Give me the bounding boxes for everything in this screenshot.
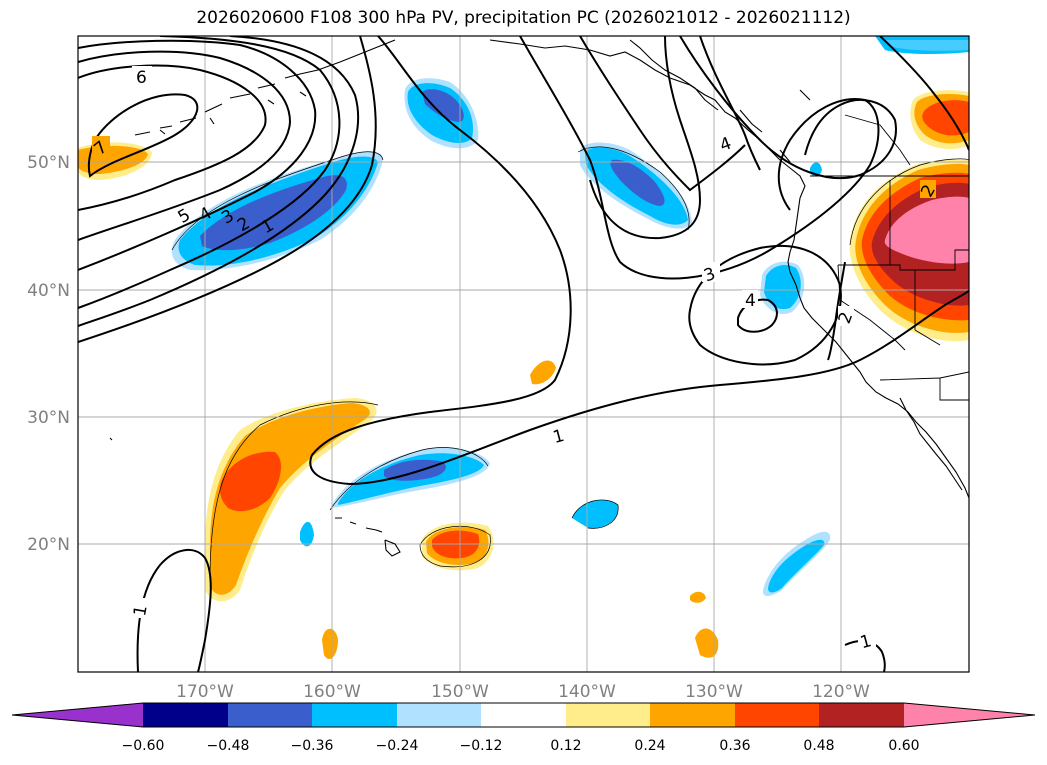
longitude-labels: 170°W 160°W 150°W 140°W 130°W 120°W <box>176 682 870 702</box>
contour-4-ridge <box>699 36 761 171</box>
contour-label: 1 <box>130 604 152 618</box>
colorbar-segment <box>143 703 228 727</box>
colorbar-tick: 0.12 <box>550 738 581 754</box>
colorbar-segment <box>397 703 481 727</box>
contour-label: 6 <box>136 68 147 88</box>
shading-outlines <box>171 146 969 581</box>
colorbar-max-extension <box>904 703 1035 727</box>
colorbar-segment <box>481 703 566 727</box>
map-frame <box>77 35 970 673</box>
coastlines <box>109 39 969 557</box>
lon-label-170w: 170°W <box>176 682 234 702</box>
colorbar-tick: 0.36 <box>719 738 750 754</box>
borders <box>810 114 969 401</box>
lat-label-40n: 40°N <box>27 281 70 301</box>
colorbar-tick: −0.48 <box>207 738 250 754</box>
contour-ridge-outer <box>519 36 880 280</box>
colorbar <box>11 702 1036 728</box>
contour-5 <box>78 50 292 241</box>
colorbar-segment <box>819 703 904 727</box>
contour-2 <box>78 36 359 327</box>
lat-label-20n: 20°N <box>27 535 70 555</box>
colorbar-tick: −0.24 <box>376 738 419 754</box>
colorbar-min-extension <box>12 703 143 727</box>
lon-label-120w: 120°W <box>812 682 870 702</box>
contour-1-main <box>78 36 377 343</box>
contour-1-subtropical <box>309 36 969 486</box>
colorbar-outline <box>11 702 1036 728</box>
contour-6 <box>78 64 267 211</box>
contour-label: 1 <box>551 426 567 448</box>
latitude-labels: 50°N 40°N 30°N 20°N <box>27 153 70 555</box>
colorbar-tick: 0.48 <box>803 738 834 754</box>
lon-label-130w: 130°W <box>685 682 743 702</box>
precip-shading <box>78 36 969 660</box>
lat-label-50n: 50°N <box>27 153 70 173</box>
contour-3 <box>78 36 341 309</box>
contour-2-east <box>827 261 846 361</box>
contour-label: 1 <box>858 631 874 653</box>
colorbar-ticks: −0.60 −0.48 −0.36 −0.24 −0.12 0.12 0.24 … <box>122 738 920 754</box>
colorbar-segment <box>312 703 397 727</box>
lon-label-150w: 150°W <box>431 682 489 702</box>
colorbar-tick: −0.36 <box>291 738 334 754</box>
colorbar-segment <box>566 703 650 727</box>
colorbar-tick: −0.12 <box>460 738 503 754</box>
colorbar-segment <box>228 703 312 727</box>
colorbar-tick: 0.60 <box>888 738 919 754</box>
contour-ridge-inner <box>579 36 746 240</box>
lat-label-30n: 30°N <box>27 408 70 428</box>
colorbar-segment <box>735 703 819 727</box>
contour-4-top <box>679 36 969 180</box>
colorbar-tick: −0.60 <box>122 738 165 754</box>
lon-label-160w: 160°W <box>303 682 361 702</box>
gridlines <box>78 36 969 672</box>
contour-4 <box>78 39 317 271</box>
contour-1-se <box>844 639 886 672</box>
contour-labels: 6 7 5 4 3 2 1 4 3 4 2 1 1 1 2 <box>90 66 940 653</box>
map-title: 2026020600 F108 300 hPa PV, precipitatio… <box>196 8 851 28</box>
lon-label-140w: 140°W <box>558 682 616 702</box>
colorbar-segment <box>650 703 735 727</box>
neg-anomaly-top-right <box>875 36 969 55</box>
pv-contours <box>78 36 969 672</box>
colorbar-tick: 0.24 <box>634 738 665 754</box>
contour-label: 4 <box>745 291 756 311</box>
